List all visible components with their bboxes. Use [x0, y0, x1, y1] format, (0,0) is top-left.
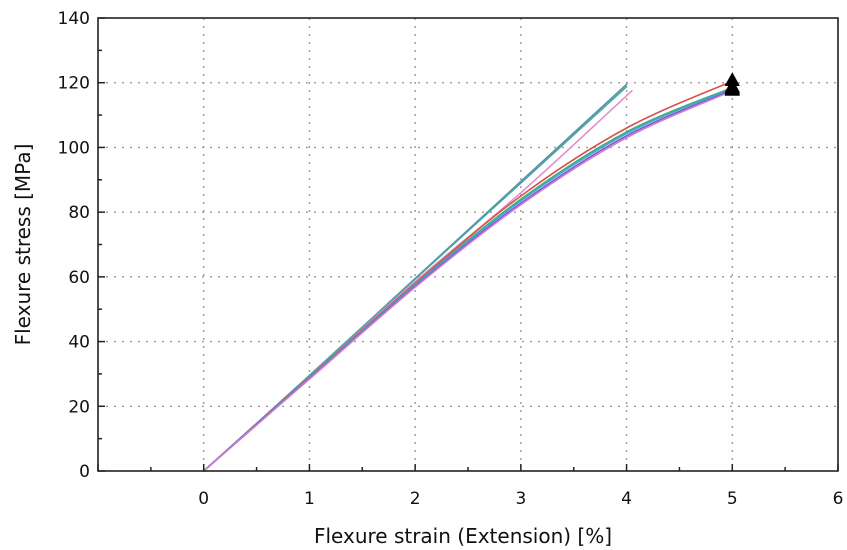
series-group [202, 80, 734, 472]
y-tick-label: 0 [79, 462, 90, 482]
x-tick-label: 6 [833, 489, 844, 509]
series-line [202, 83, 628, 472]
y-tick-label: 140 [58, 9, 90, 29]
x-tick-label: 2 [410, 489, 421, 509]
x-tick-label: 1 [304, 489, 315, 509]
grid [98, 18, 838, 471]
y-tick-label: 20 [68, 397, 90, 417]
x-tick-label: 3 [515, 489, 526, 509]
x-tick-label: 4 [621, 489, 632, 509]
marker-group [724, 72, 740, 96]
y-tick-label: 80 [68, 203, 90, 223]
y-tick-label: 120 [58, 74, 90, 94]
series-line [202, 80, 734, 472]
axis-ticks [97, 17, 839, 472]
series-line [202, 85, 628, 472]
series-line [202, 86, 734, 472]
y-axis-title: Flexure stress [MPa] [11, 144, 35, 346]
x-tick-label: 5 [727, 489, 738, 509]
x-tick-label: 0 [198, 489, 209, 509]
x-axis-title: Flexure strain (Extension) [%] [314, 524, 612, 548]
series-line [202, 90, 734, 472]
break-point-marker [724, 81, 740, 96]
y-tick-label: 60 [68, 268, 90, 288]
series-line [202, 87, 734, 472]
y-tick-label: 100 [58, 138, 90, 158]
y-tick-label: 40 [68, 333, 90, 353]
